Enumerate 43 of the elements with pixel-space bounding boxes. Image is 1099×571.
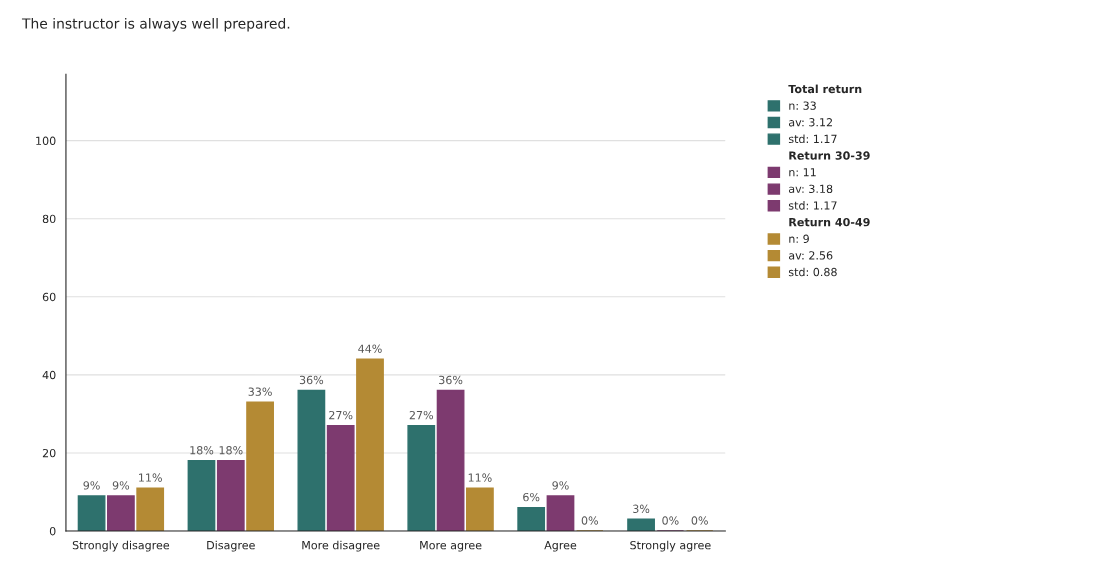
text: std: 1.17 xyxy=(788,201,837,210)
y-tick-label: 80 xyxy=(42,214,56,224)
data-label: 44% xyxy=(358,344,382,353)
data-label: 11% xyxy=(468,473,492,482)
y-tick-label: 60 xyxy=(42,292,56,302)
text: std: 1.17 xyxy=(788,134,837,144)
y-tick-label: 100 xyxy=(36,136,56,145)
data-label: 3% xyxy=(633,504,650,513)
text: av: 3.12 xyxy=(788,118,832,127)
text: n: 11 xyxy=(789,168,816,177)
text: Return 40-49 xyxy=(789,217,870,227)
x-tick-label: Strongly agree xyxy=(630,540,711,552)
text: n: 9 xyxy=(789,234,809,243)
data-label: 27% xyxy=(329,410,353,420)
data-label: 27% xyxy=(409,410,434,420)
data-label: 36% xyxy=(439,375,463,385)
x-tick-label: More agree xyxy=(420,541,482,552)
data-label: 0% xyxy=(581,516,598,525)
data-label: 33% xyxy=(248,387,272,396)
x-tick-label: Agree xyxy=(544,541,577,552)
data-label: 36% xyxy=(299,375,324,385)
data-label: 9% xyxy=(552,481,569,490)
text: av: 2.56 xyxy=(788,251,833,260)
data-label: 9% xyxy=(112,481,130,490)
data-label: 6% xyxy=(523,492,540,502)
y-tick-label: 20 xyxy=(42,448,56,458)
data-label: 0% xyxy=(691,516,708,525)
x-tick-label: More disagree xyxy=(302,540,380,552)
y-tick-label: 0 xyxy=(49,527,56,536)
text: Total return xyxy=(788,84,862,94)
y-tick-label: 40 xyxy=(42,370,56,380)
data-label: 9% xyxy=(83,481,100,490)
data-label: 18% xyxy=(219,446,243,455)
text: Return 30-39 xyxy=(789,151,870,160)
chart-title: The instructor is always well prepared. xyxy=(21,18,290,32)
text: av: 3.18 xyxy=(788,184,833,194)
x-tick-label: Strongly disagree xyxy=(72,540,170,552)
text: n: 33 xyxy=(789,101,816,110)
x-tick-label: Disagree xyxy=(207,540,255,552)
data-label: 0% xyxy=(662,516,679,525)
data-label: 18% xyxy=(190,446,214,455)
text: std: 0.88 xyxy=(788,267,837,277)
data-label: 11% xyxy=(139,473,162,482)
